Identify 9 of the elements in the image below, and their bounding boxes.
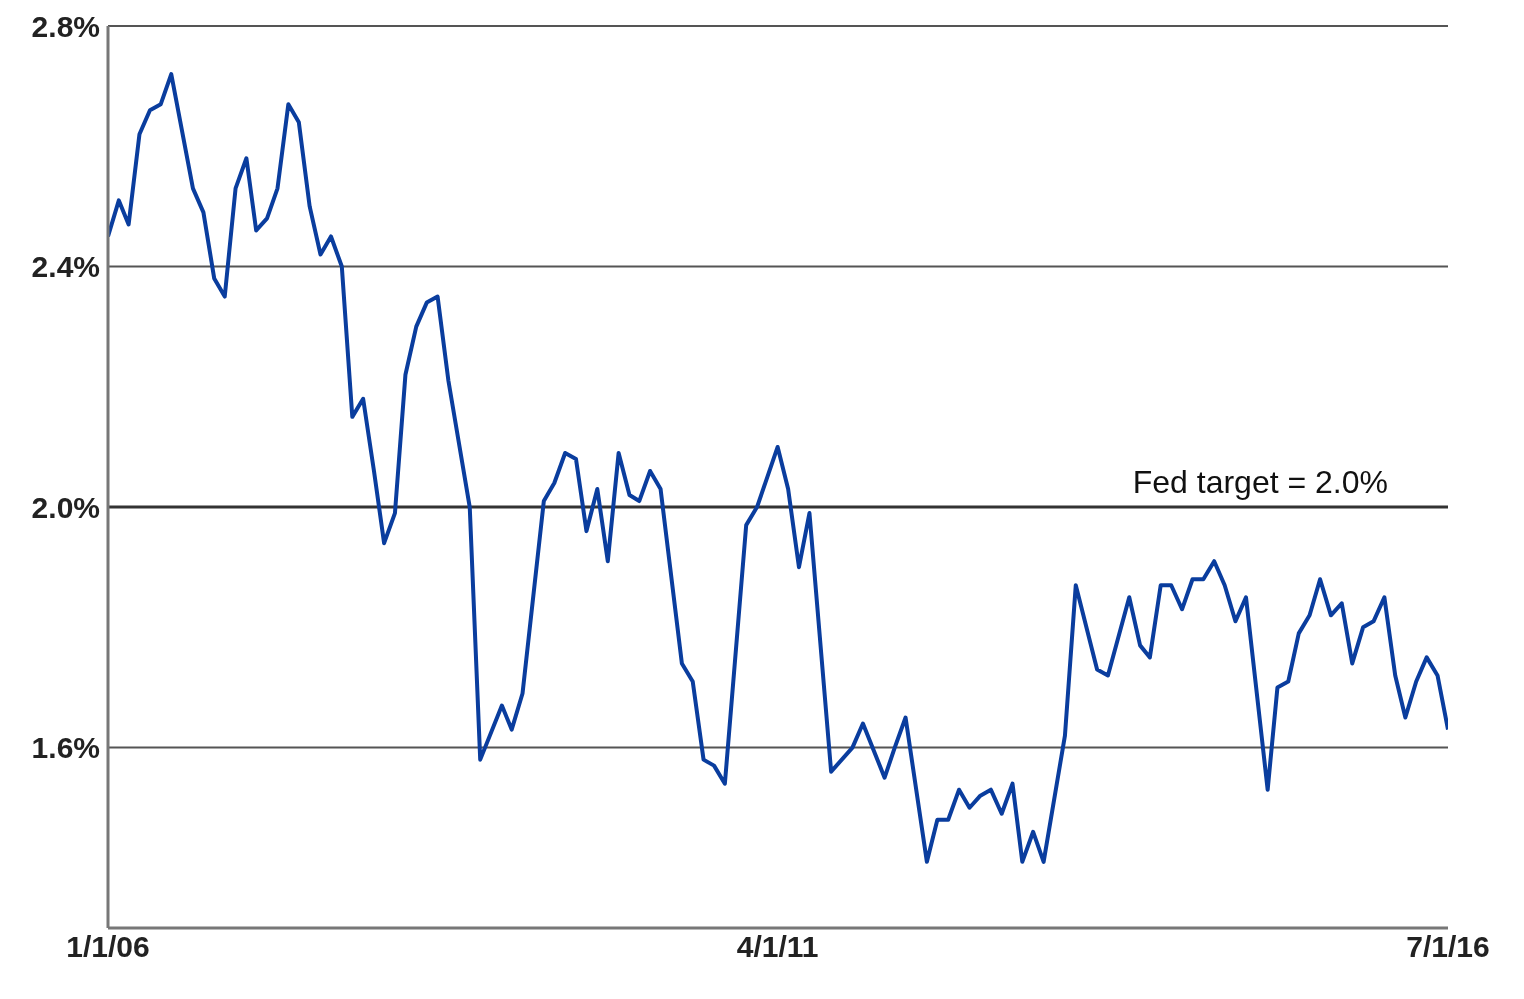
y-tick-label: 2.8% xyxy=(31,9,100,43)
y-tick-label: 1.6% xyxy=(31,731,100,765)
x-tick-label: 1/1/06 xyxy=(66,930,150,964)
y-tick-label: 2.4% xyxy=(31,250,100,284)
y-tick-label: 2.0% xyxy=(31,490,100,524)
x-tick-label: 7/1/16 xyxy=(1406,930,1490,964)
line-series xyxy=(108,72,1448,864)
ref-line-label: Fed target = 2.0% xyxy=(1132,464,1388,501)
x-tick-label: 4/1/11 xyxy=(736,930,819,964)
